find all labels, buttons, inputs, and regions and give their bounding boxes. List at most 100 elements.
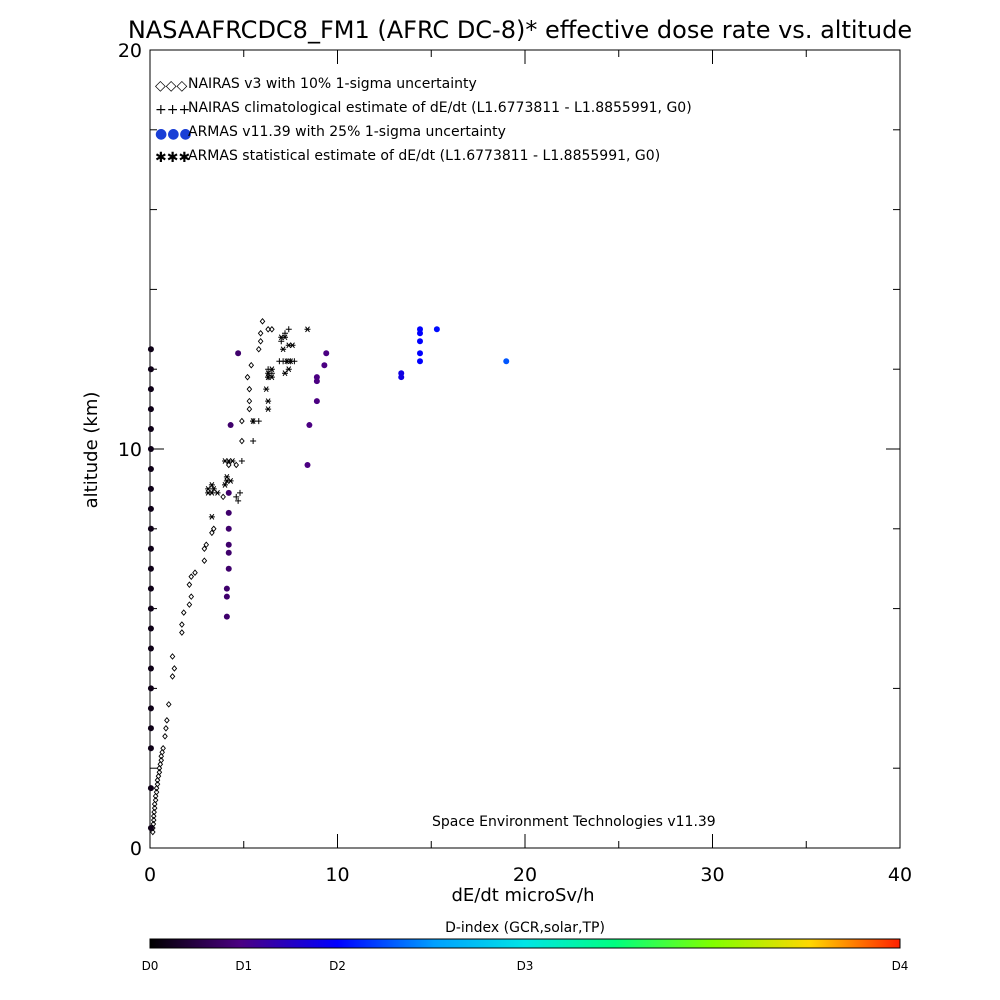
armas-asterisk-point	[210, 485, 217, 492]
armas-asterisk-point	[304, 326, 311, 333]
armas-asterisk-point	[208, 482, 215, 488]
armas-asterisk-point	[250, 418, 257, 424]
nairas-plus-point	[250, 438, 257, 445]
nairas-diamond-point	[192, 569, 198, 576]
armas-dot-point	[147, 465, 154, 472]
colorbar-title: D-index (GCR,solar,TP)	[445, 920, 605, 936]
armas-dot-point	[147, 505, 154, 512]
armas-dot-point	[147, 525, 154, 532]
armas-dot-point	[147, 366, 154, 373]
armas-dot-point	[223, 593, 230, 600]
nairas-diamond-point	[179, 621, 185, 628]
nairas-diamond-point	[255, 345, 262, 353]
nairas-diamond-point	[246, 397, 253, 405]
nairas-diamond-point	[155, 772, 162, 780]
nairas-diamond-point	[220, 493, 226, 501]
data-points	[147, 318, 510, 836]
legend: ◇◇◇ NAIRAS v3 with 10% 1-sigma uncertaint…	[155, 76, 692, 166]
armas-dot-point	[433, 326, 440, 333]
armas-dot-point	[225, 509, 232, 516]
armas-dot-point	[147, 745, 154, 752]
armas-dot-point	[147, 685, 154, 692]
plot-frame	[149, 49, 901, 849]
armas-asterisk-point	[265, 398, 272, 405]
colorbar-tick-label: D3	[517, 959, 534, 973]
nairas-diamond-point	[179, 629, 185, 636]
nairas-diamond-point	[257, 337, 264, 345]
nairas-plus-point	[237, 489, 243, 496]
nairas-diamond-point	[244, 373, 251, 381]
armas-asterisk-point	[280, 346, 287, 353]
armas-asterisk-point	[208, 489, 215, 496]
nairas-diamond-point	[257, 329, 264, 337]
nairas-diamond-point	[158, 752, 165, 760]
armas-asterisk-point	[268, 374, 275, 381]
armas-asterisk-point	[205, 485, 212, 492]
nairas-plus-point	[235, 497, 242, 504]
armas-asterisk-point	[285, 366, 292, 373]
armas-asterisk-point	[223, 474, 230, 480]
x-tick-label: 40	[888, 864, 912, 886]
armas-dot-point	[147, 585, 154, 592]
armas-dot-point	[147, 545, 154, 552]
nairas-diamond-point	[152, 796, 159, 804]
armas-dot-point	[417, 338, 423, 345]
armas-dot-point	[147, 386, 154, 393]
nairas-diamond-point	[162, 732, 168, 740]
x-axis-label: dE/dt microSv/h	[451, 885, 594, 906]
armas-dot-point	[147, 825, 154, 832]
nairas-diamond-point	[157, 760, 164, 768]
legend-label: ARMAS v11.39 with 25% 1-sigma uncertaint…	[188, 124, 506, 140]
nairas-diamond-point	[156, 764, 163, 772]
nairas-diamond-point	[180, 609, 187, 616]
nairas-diamond-point	[188, 573, 195, 580]
armas-dot-point	[313, 374, 320, 381]
armas-dot-point	[306, 422, 313, 429]
armas-dot-point	[321, 362, 328, 369]
nairas-plus-point	[278, 338, 285, 345]
armas-asterisk-point	[282, 334, 288, 341]
armas-asterisk-point	[208, 513, 215, 520]
x-tick-label: 0	[144, 864, 156, 886]
nairas-diamond-point	[169, 673, 176, 680]
legend-symbol: +++	[155, 102, 190, 118]
tick-labels: 0 10 20 30 40 0 10 20	[118, 40, 912, 886]
armas-asterisk-point	[265, 370, 272, 377]
nairas-diamond-point	[151, 800, 158, 808]
nairas-diamond-point	[164, 717, 170, 724]
colorbar-tick-label: D0	[142, 959, 159, 973]
colorbar-tick-label: D2	[329, 959, 346, 973]
nairas-diamond-point	[154, 780, 161, 788]
armas-dot-point	[147, 605, 154, 612]
legend-label: NAIRAS climatological estimate of dE/dt …	[188, 100, 692, 116]
armas-dot-point	[227, 422, 234, 429]
y-tick-label: 10	[118, 439, 142, 461]
armas-dot-point	[417, 350, 423, 357]
nairas-diamond-point	[203, 541, 210, 549]
nairas-diamond-point	[150, 816, 157, 824]
armas-dot-point	[147, 346, 154, 353]
armas-dot-point	[225, 565, 232, 572]
nairas-diamond-point	[259, 318, 266, 325]
nairas-diamond-point	[160, 744, 166, 752]
armas-asterisk-point	[287, 358, 294, 365]
nairas-diamond-point	[188, 593, 195, 600]
legend-symbol: ◇◇◇	[155, 78, 188, 94]
nairas-plus-point	[255, 418, 262, 425]
nairas-plus-point	[233, 493, 240, 500]
nairas-diamond-point	[201, 545, 208, 553]
nairas-diamond-point	[239, 437, 245, 445]
armas-dot-point	[147, 665, 154, 672]
armas-asterisk-point	[265, 406, 272, 413]
nairas-plus-point	[238, 457, 245, 464]
nairas-diamond-point	[165, 701, 172, 708]
colorbar	[149, 938, 901, 949]
nairas-diamond-point	[239, 417, 245, 425]
colorbar-tick-label: D4	[892, 959, 909, 973]
armas-dot-point	[503, 358, 510, 365]
plot-area	[149, 49, 901, 849]
armas-asterisk-point	[263, 386, 270, 393]
nairas-diamond-point	[163, 725, 169, 732]
nairas-diamond-point	[201, 557, 208, 565]
